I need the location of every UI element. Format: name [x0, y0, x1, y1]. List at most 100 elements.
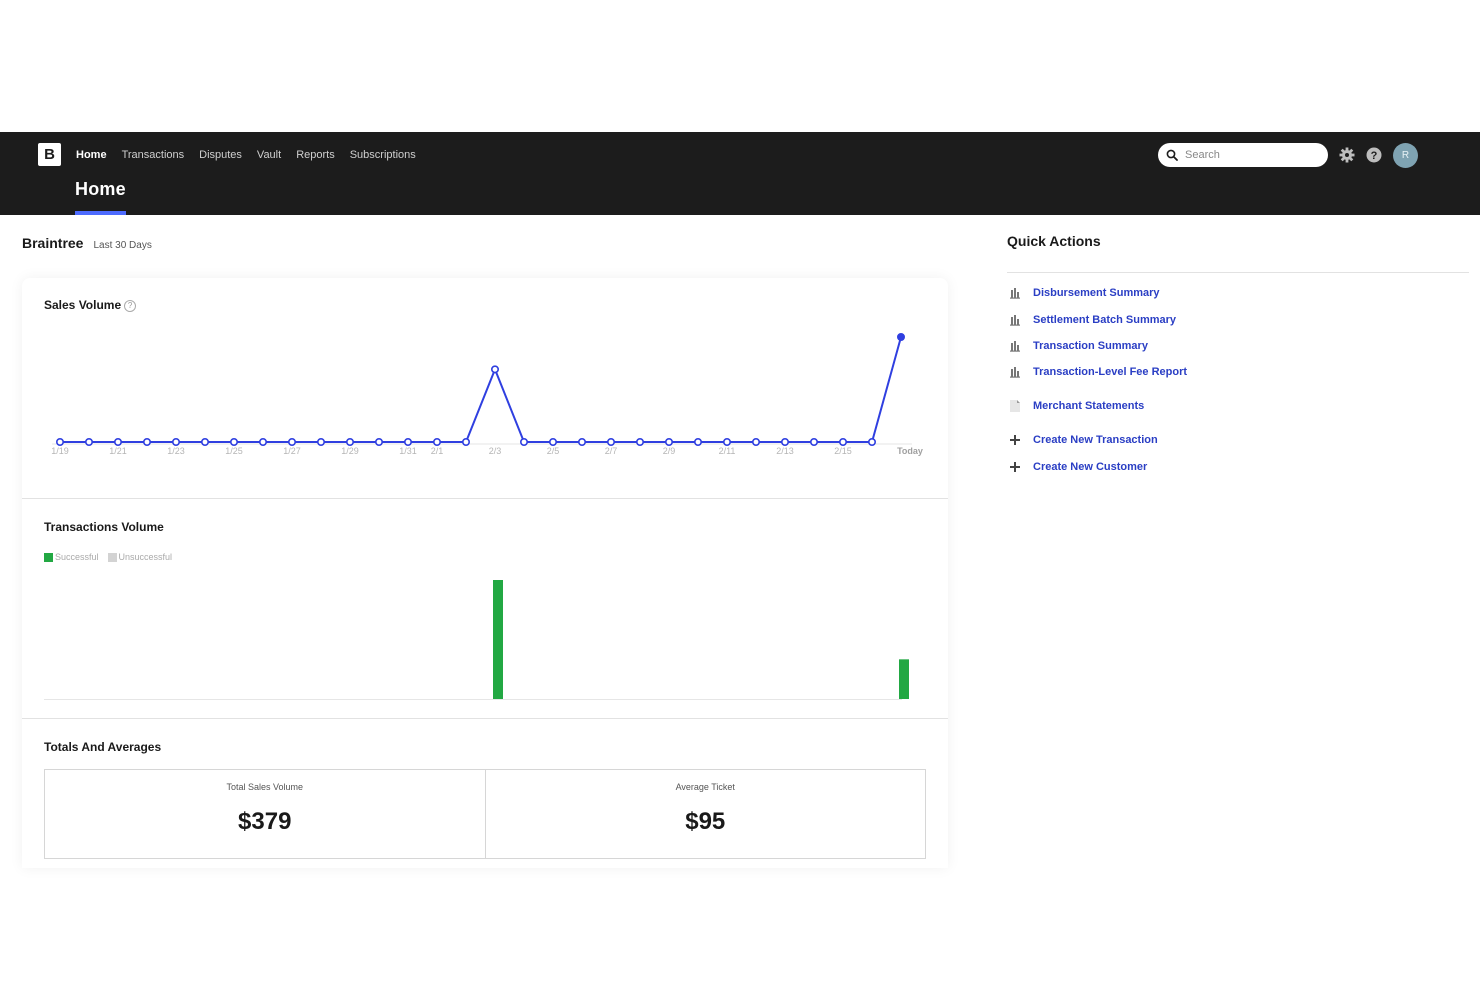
data-point	[577, 438, 586, 447]
average-ticket-cell: Average Ticket $95	[484, 770, 926, 858]
quick-action-label[interactable]: Merchant Statements	[1033, 400, 1145, 412]
data-point	[461, 438, 470, 447]
x-tick-label: 2/3	[489, 446, 502, 456]
search-box	[1158, 143, 1328, 167]
gear-icon[interactable]	[1339, 147, 1355, 163]
quick-action-label[interactable]: Create New Transaction	[1033, 434, 1158, 446]
main-nav: Home Transactions Disputes Vault Reports…	[76, 149, 431, 161]
average-ticket-value: $95	[685, 808, 726, 835]
x-tick-label: 1/31	[399, 446, 417, 456]
transactions-volume-chart	[44, 580, 909, 700]
dashboard-card: Sales Volume? 1/19 1/21 1/23 1/25 1/27 1/29 1/…	[22, 278, 948, 868]
nav-item-subscriptions[interactable]: Subscriptions	[349, 149, 416, 161]
totals-title: Totals And Averages	[44, 740, 162, 754]
data-point	[519, 438, 528, 447]
data-point	[259, 438, 268, 447]
data-point	[693, 438, 702, 447]
data-point	[55, 438, 64, 447]
info-icon[interactable]: ?	[124, 299, 137, 312]
user-avatar[interactable]: R	[1393, 143, 1418, 168]
quick-action-create-new-customer[interactable]: Create New Customer	[1009, 461, 1147, 473]
x-tick-label: 1/25	[225, 446, 243, 456]
legend-successful[interactable]: Successful	[44, 552, 99, 562]
data-point	[345, 438, 354, 447]
quick-action-create-new-transaction[interactable]: Create New Transaction	[1009, 434, 1158, 446]
search-icon	[1166, 149, 1178, 161]
data-point	[143, 438, 152, 447]
legend-unsuccessful[interactable]: Unsuccessful	[107, 552, 172, 562]
quick-actions-divider	[1007, 272, 1469, 273]
data-point	[606, 438, 615, 447]
average-ticket-label: Average Ticket	[675, 782, 735, 792]
data-point	[201, 438, 210, 447]
transactions-volume-title: Transactions Volume	[44, 520, 164, 534]
data-point	[432, 438, 441, 447]
nav-item-transactions[interactable]: Transactions	[121, 149, 185, 161]
data-point	[780, 438, 789, 447]
x-tick-label: 1/29	[341, 446, 359, 456]
data-point	[84, 438, 93, 447]
help-icon[interactable]: ?	[1366, 147, 1382, 163]
total-sales-volume-value: $379	[238, 808, 292, 835]
nav-item-home[interactable]: Home	[76, 149, 107, 161]
x-tick-label: 2/1	[431, 446, 444, 456]
quick-action-transaction-summary[interactable]: Transaction Summary	[1009, 340, 1148, 352]
page-title: Home	[75, 179, 126, 199]
report-icon	[1009, 366, 1021, 378]
document-icon	[1009, 400, 1021, 412]
quick-action-label[interactable]: Create New Customer	[1033, 461, 1148, 473]
quick-action-transaction-level-fee-report[interactable]: Transaction-Level Fee Report	[1009, 366, 1187, 378]
x-tick-label: 1/27	[283, 446, 301, 456]
nav-item-vault[interactable]: Vault	[256, 149, 282, 161]
total-sales-volume-label: Total Sales Volume	[226, 782, 304, 792]
x-tick-label: 2/7	[605, 446, 618, 456]
x-tick-label: 2/15	[834, 446, 852, 456]
svg-text:?: ?	[1371, 150, 1378, 162]
bar-successful	[899, 659, 909, 699]
quick-action-label[interactable]: Transaction Summary	[1033, 340, 1148, 352]
x-tick-label: 2/5	[547, 446, 560, 456]
section-divider	[22, 718, 948, 719]
data-point	[664, 438, 673, 447]
braintree-logo[interactable]: B	[38, 143, 61, 166]
section-divider	[22, 498, 948, 499]
x-tick-label: 1/21	[109, 446, 127, 456]
search-input[interactable]	[1185, 149, 1315, 161]
data-point	[809, 438, 818, 447]
data-point	[172, 438, 181, 447]
x-tick-label: 1/19	[51, 446, 69, 456]
x-tick-label: 2/9	[663, 446, 676, 456]
quick-action-label[interactable]: Disbursement Summary	[1033, 287, 1160, 299]
quick-action-disbursement-summary[interactable]: Disbursement Summary	[1009, 287, 1160, 299]
quick-action-label[interactable]: Settlement Batch Summary	[1033, 314, 1177, 326]
sales-volume-title: Sales Volume?	[44, 298, 137, 312]
date-range-label[interactable]: Last 30 Days	[93, 240, 152, 251]
chart-legend: Successful Unsuccessful	[44, 552, 181, 562]
merchant-header: Braintree Last 30 Days	[22, 235, 152, 251]
data-point	[548, 438, 557, 447]
quick-action-settlement-batch-summary[interactable]: Settlement Batch Summary	[1009, 314, 1176, 326]
data-point	[838, 438, 847, 447]
report-icon	[1009, 340, 1021, 352]
active-page-indicator	[75, 211, 126, 215]
plus-icon	[1009, 434, 1021, 446]
x-tick-label: 1/23	[167, 446, 185, 456]
data-point	[316, 438, 325, 447]
total-sales-volume-cell: Total Sales Volume $379	[45, 770, 485, 858]
report-icon	[1009, 287, 1021, 299]
sales-volume-chart: 1/19 1/21 1/23 1/25 1/27 1/29 1/31 2/1 2/3 2/5 2/7…	[51, 333, 923, 456]
sales-series-line	[60, 336, 902, 443]
legend-swatch-unsuccessful	[107, 552, 117, 562]
x-tick-label-today: Today	[897, 446, 923, 456]
totals-grid: Total Sales Volume $379 Average Ticket $…	[44, 769, 926, 859]
data-point	[722, 438, 731, 447]
x-tick-label: 2/11	[719, 446, 736, 456]
nav-item-disputes[interactable]: Disputes	[199, 149, 242, 161]
report-icon	[1009, 314, 1021, 326]
data-point	[403, 438, 412, 447]
nav-item-reports[interactable]: Reports	[296, 149, 335, 161]
quick-action-label[interactable]: Transaction-Level Fee Report	[1033, 366, 1188, 378]
sales-volume-title-text: Sales Volume	[44, 298, 122, 312]
data-point	[751, 438, 760, 447]
quick-action-merchant-statements[interactable]: Merchant Statements	[1009, 400, 1144, 412]
